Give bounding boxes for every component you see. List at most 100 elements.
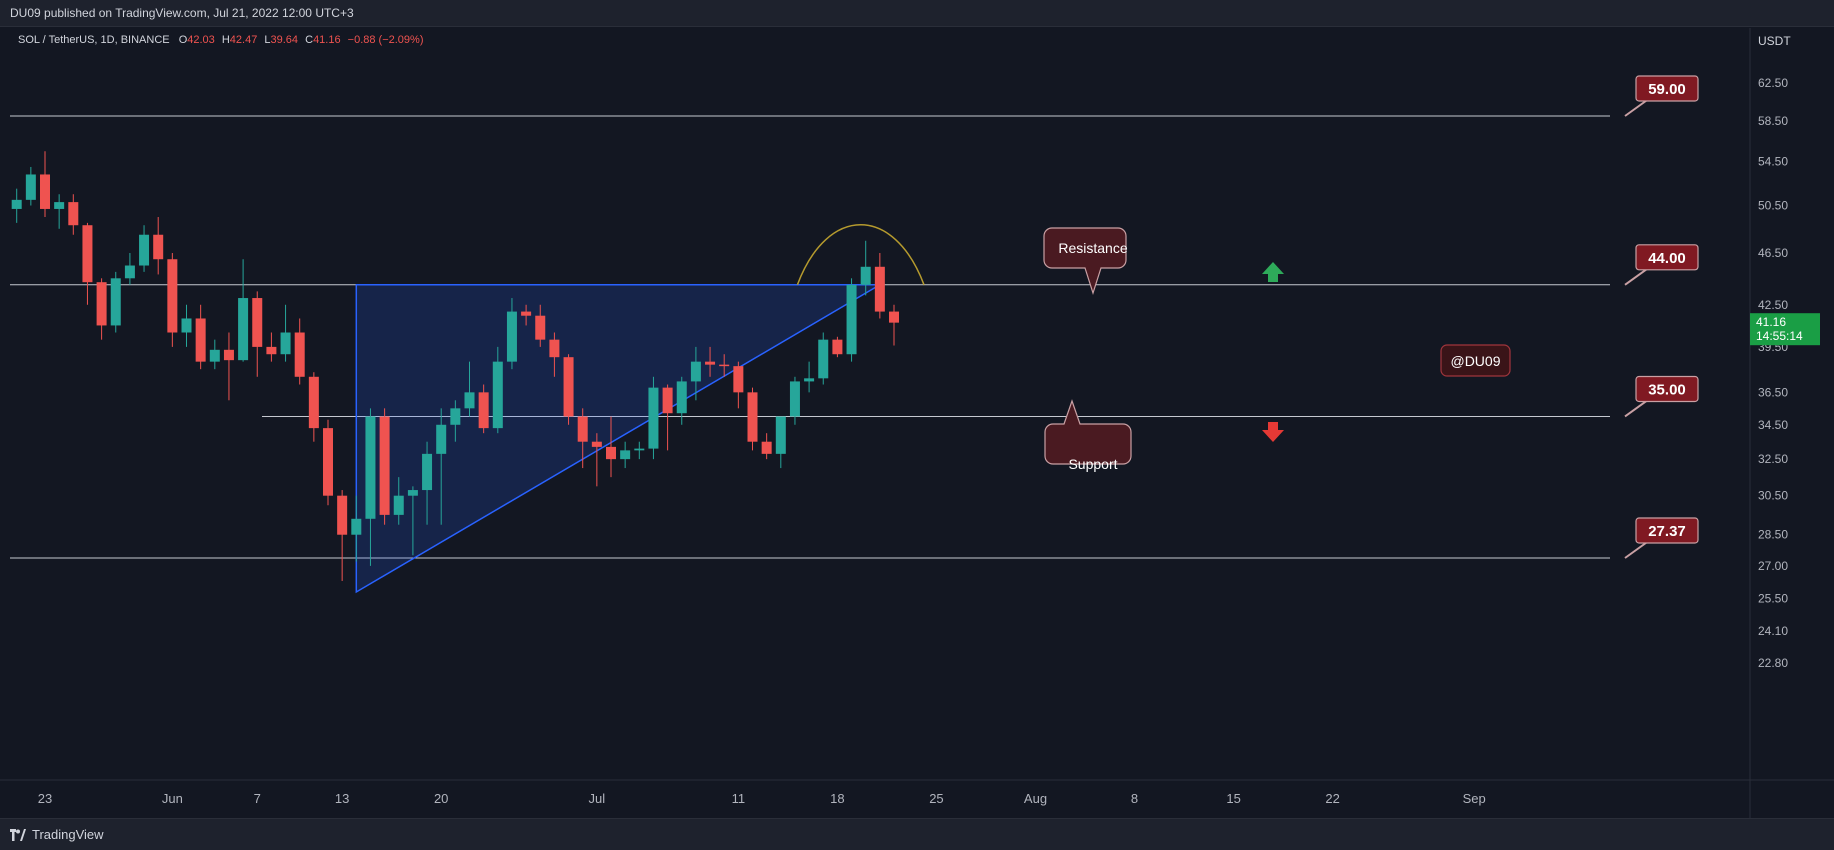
candle-body <box>506 311 517 362</box>
resistance-arc <box>796 224 925 286</box>
y-tick-label: 28.50 <box>1758 528 1788 542</box>
legend-h-label: H <box>222 34 230 46</box>
ascending-triangle <box>355 284 883 594</box>
candle-body <box>676 381 687 414</box>
legend-h-value: 42.47 <box>230 34 258 46</box>
candle-body <box>422 453 433 491</box>
candle-body <box>492 361 503 429</box>
candle-body <box>620 450 631 460</box>
price-tag: 35.00 <box>1624 375 1699 418</box>
x-tick-label: 18 <box>830 791 844 806</box>
price-tag-label: 35.00 <box>1648 381 1686 398</box>
candle-body <box>464 392 475 409</box>
down-arrow-icon <box>1262 422 1284 442</box>
tradingview-brand-name: TradingView <box>32 827 104 842</box>
candle-body <box>266 346 277 355</box>
price-scale-currency: USDT <box>1758 34 1791 48</box>
candle-body <box>789 381 800 417</box>
last-price-value: 41.16 <box>1756 315 1786 329</box>
legend-symbol: SOL / TetherUS, 1D, BINANCE <box>18 34 170 46</box>
last-price-box <box>1750 313 1820 346</box>
candle-body <box>860 266 871 285</box>
x-tick-label: 25 <box>929 791 943 806</box>
candle-body <box>209 349 220 362</box>
legend-c-value: 41.16 <box>313 34 341 46</box>
candle-body <box>25 174 36 200</box>
price-tag-label: 59.00 <box>1648 81 1686 98</box>
price-tag-box <box>1635 517 1699 544</box>
candle-body <box>634 448 645 451</box>
candle-body <box>68 202 79 226</box>
tradingview-logo-icon <box>10 828 26 841</box>
candle-body <box>591 441 602 447</box>
y-tick-label: 42.50 <box>1758 298 1788 312</box>
candlesticks <box>11 151 899 581</box>
price-tag-label: 27.37 <box>1648 523 1686 540</box>
last-price-marker: 41.16 14:55:14 <box>1750 313 1820 346</box>
legend-l-label: L <box>264 34 270 46</box>
price-tag-box <box>1635 244 1699 271</box>
candle-body <box>450 408 461 425</box>
y-tick-label: 54.50 <box>1758 155 1788 169</box>
candle-body <box>832 339 843 355</box>
x-tick-label: Jul <box>589 791 606 806</box>
price-chart[interactable]: SOL / TetherUS, 1D, BINANCE O42.03 H42.4… <box>0 28 1834 818</box>
candle-body <box>549 339 560 358</box>
chart-background <box>0 28 1834 818</box>
price-tag: 27.37 <box>1624 517 1699 559</box>
watermark-tag: @DU09 <box>1440 344 1511 377</box>
candle-body <box>705 361 716 365</box>
candle-body <box>577 416 588 442</box>
tradingview-brand[interactable]: TradingView <box>10 827 104 842</box>
candle-body <box>124 265 135 279</box>
price-tag: 59.00 <box>1624 75 1699 117</box>
support-callout[interactable]: Support <box>1044 398 1132 472</box>
candle-body <box>294 332 305 377</box>
y-tick-label: 58.50 <box>1758 114 1788 128</box>
footer-bar: TradingView <box>0 818 1834 850</box>
x-tick-label: 11 <box>732 791 746 806</box>
x-tick-label: 15 <box>1226 791 1240 806</box>
y-tick-label: 62.50 <box>1758 76 1788 90</box>
price-tag-box <box>1635 375 1699 403</box>
price-tag: 44.00 <box>1624 244 1699 286</box>
y-tick-label: 46.50 <box>1758 246 1788 260</box>
resistance-bubble <box>1043 227 1127 295</box>
candle-body <box>478 392 489 429</box>
y-axis-ticks: 62.5058.5054.5050.5046.5042.5039.5036.50… <box>1758 76 1788 670</box>
price-level-tags: 59.00 44.00 35.00 27.37 <box>1624 75 1699 559</box>
candle-body <box>747 392 758 442</box>
resistance-callout[interactable]: Resistance <box>1043 218 1128 295</box>
candle-body <box>804 378 815 382</box>
candle-body <box>379 416 390 515</box>
candle-body <box>280 332 291 355</box>
candle-body <box>252 298 263 347</box>
legend-change: −0.88 (−2.09%) <box>348 34 424 46</box>
candle-body <box>181 318 192 333</box>
y-tick-label: 27.00 <box>1758 559 1788 573</box>
x-tick-label: 13 <box>335 791 349 806</box>
y-tick-label: 32.50 <box>1758 452 1788 466</box>
y-tick-label: 24.10 <box>1758 624 1788 638</box>
candle-body <box>82 225 93 283</box>
candle-body <box>139 234 150 266</box>
price-tag-box <box>1635 75 1699 102</box>
candle-body <box>238 298 249 361</box>
y-tick-label: 30.50 <box>1758 489 1788 503</box>
candle-body <box>889 311 899 323</box>
candle-body <box>351 518 362 535</box>
y-tick-label: 22.80 <box>1758 656 1788 670</box>
watermark-text: @DU09 <box>1450 353 1500 369</box>
candle-body <box>761 441 772 454</box>
candle-body <box>393 495 404 515</box>
legend-c-label: C <box>305 34 313 46</box>
candle-body <box>323 428 333 496</box>
legend-o-label: O <box>179 34 188 46</box>
candle-body <box>54 202 65 209</box>
candle-body <box>563 357 574 417</box>
candle-body <box>436 424 447 454</box>
x-tick-label: Sep <box>1463 791 1486 806</box>
last-price-countdown: 14:55:14 <box>1756 329 1803 343</box>
candle-body <box>365 416 376 519</box>
